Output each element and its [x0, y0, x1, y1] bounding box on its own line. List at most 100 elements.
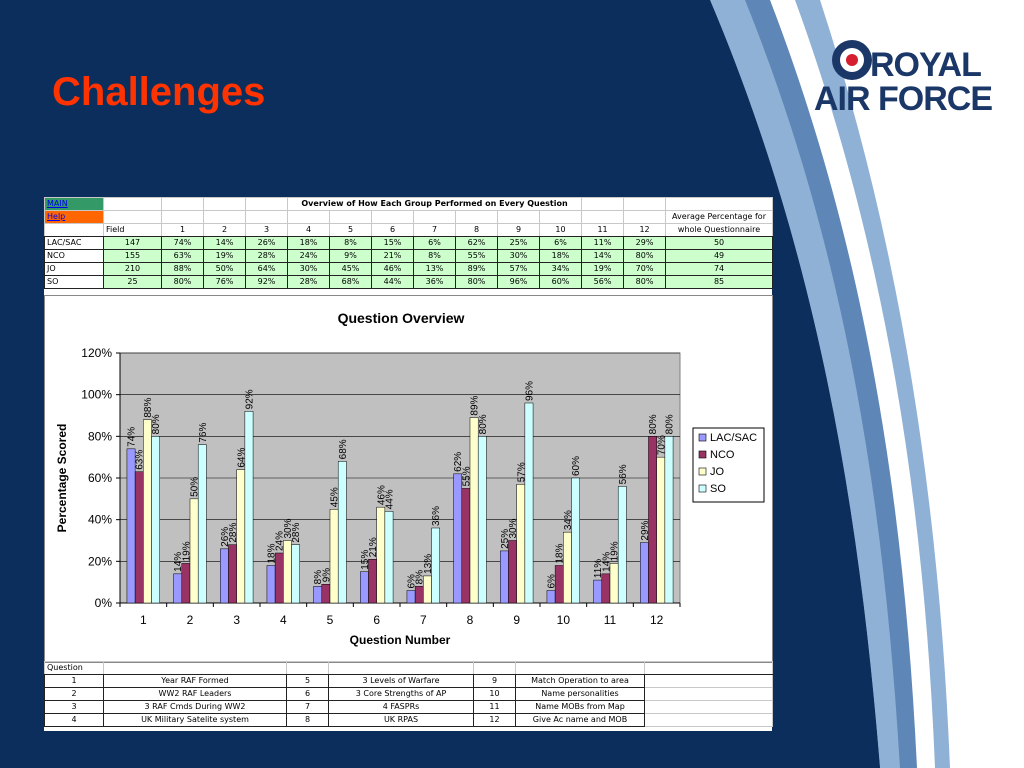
score-cell: 30%	[497, 249, 540, 263]
question-number: 4	[44, 713, 104, 727]
question-number-header: 4	[287, 223, 330, 237]
blank-cell	[644, 674, 773, 688]
score-cell: 46%	[371, 262, 414, 276]
question-number: 6	[286, 687, 329, 701]
blank-cell	[287, 210, 330, 224]
bar-nco	[461, 488, 471, 604]
blank-cell	[161, 197, 204, 211]
blank-cell	[581, 197, 625, 211]
data-label: 28%	[291, 523, 302, 543]
questions-table: Question 1 Year RAF Formed 5 3 Levels of…	[44, 661, 773, 727]
score-cell: 36%	[413, 275, 456, 289]
legend-swatch	[698, 467, 707, 476]
question-number-header: 12	[623, 223, 667, 237]
raf-roundel-icon	[832, 40, 872, 80]
blank-cell	[245, 197, 288, 211]
score-cell: 8%	[329, 236, 372, 250]
data-label: 19%	[181, 541, 192, 561]
y-tick-label: 120%	[81, 346, 112, 360]
chart-title: Question Overview	[338, 310, 465, 326]
question-text: WW2 RAF Leaders	[103, 687, 287, 701]
score-cell: 50%	[203, 262, 246, 276]
blank-cell	[515, 661, 645, 675]
question-number: 2	[44, 687, 104, 701]
data-label: 80%	[648, 414, 659, 434]
data-label: 57%	[516, 462, 527, 482]
question-text: Give Ac name and MOB	[515, 713, 645, 727]
question-text: UK Military Satelite system	[103, 713, 287, 727]
score-cell: 80%	[161, 275, 204, 289]
legend: LAC/SAC NCO JO SO	[692, 427, 765, 503]
blank-cell	[581, 210, 625, 224]
blank-cell	[203, 197, 246, 211]
legend-swatch	[698, 484, 707, 493]
data-label: 9%	[321, 568, 332, 583]
data-label: 76%	[198, 423, 209, 443]
logo-text-air-force: AIR FORCE	[814, 80, 993, 118]
blank-cell	[644, 713, 773, 727]
question-number-header: 10	[538, 223, 583, 237]
score-cell: 24%	[287, 249, 330, 263]
score-cell: 8%	[413, 249, 456, 263]
x-tick-label: 9	[513, 613, 520, 627]
question-text: Year RAF Formed	[103, 674, 287, 688]
bar-so	[571, 477, 580, 604]
question-header: Question	[44, 661, 104, 675]
bar-so	[151, 436, 160, 604]
score-cell: 89%	[455, 262, 498, 276]
question-number-header: 3	[245, 223, 288, 237]
data-label: 18%	[555, 543, 566, 563]
question-number-header: 8	[455, 223, 498, 237]
data-label: 80%	[664, 414, 675, 434]
question-number: 1	[44, 674, 104, 688]
bar-nco	[228, 544, 237, 604]
bar-nco	[508, 540, 517, 604]
average-cell: 85	[665, 275, 774, 289]
average-cell: 50	[665, 236, 774, 250]
question-number: 12	[473, 713, 516, 727]
data-label: 8%	[415, 570, 426, 585]
question-number-header: 6	[371, 223, 414, 237]
blank-cell	[538, 210, 583, 224]
bar-jo	[423, 575, 432, 604]
blank-cell	[328, 661, 474, 675]
x-tick-label: 11	[604, 613, 617, 627]
bar-jo	[516, 484, 526, 604]
bar-jo	[609, 563, 619, 604]
avg-header-line-2: whole Questionnaire	[665, 223, 774, 237]
question-text: UK RPAS	[328, 713, 474, 727]
main-link[interactable]: MAIN	[44, 197, 104, 211]
score-cell: 30%	[287, 262, 330, 276]
score-cell: 44%	[371, 275, 414, 289]
question-row: 1 Year RAF Formed 5 3 Levels of Warfare …	[44, 674, 773, 688]
bar-nco	[648, 436, 657, 604]
help-link[interactable]: Help	[44, 210, 104, 224]
y-axis-label: Percentage Scored	[55, 424, 69, 533]
data-label: 70%	[656, 435, 667, 455]
score-cell: 19%	[581, 262, 625, 276]
bar-jo	[189, 498, 199, 604]
bar-lac-sac	[640, 542, 649, 604]
blank-cell	[455, 210, 498, 224]
score-cell: 15%	[371, 236, 414, 250]
bar-jo	[563, 531, 572, 604]
blank-cell	[413, 210, 456, 224]
question-number: 11	[473, 700, 516, 714]
data-label: 15%	[360, 550, 371, 570]
score-cell: 6%	[413, 236, 456, 250]
data-label: 8%	[313, 570, 324, 585]
overview-table-title: Overview of How Each Group Performed on …	[286, 197, 583, 211]
legend-label: NCO	[710, 449, 735, 461]
blank-cell	[329, 210, 372, 224]
score-cell: 80%	[623, 275, 667, 289]
score-cell: 80%	[455, 275, 498, 289]
bar-lac-sac	[500, 550, 509, 604]
question-number: 9	[473, 674, 516, 688]
data-label: 55%	[461, 466, 472, 486]
table-row: LAC/SAC 147 74% 14% 26% 18% 8% 15% 6% 62…	[44, 236, 774, 250]
field-count: 25	[103, 275, 162, 289]
data-label: 74%	[127, 427, 138, 447]
question-number: 3	[44, 700, 104, 714]
blank-cell	[644, 661, 773, 675]
x-tick-label: 7	[420, 613, 427, 627]
